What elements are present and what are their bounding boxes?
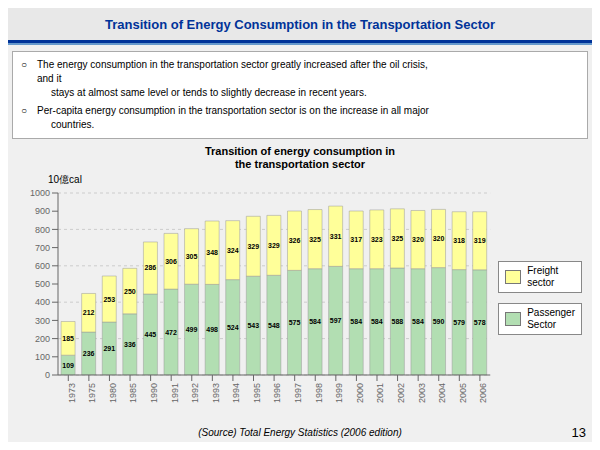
svg-text:109: 109 [62,362,74,369]
svg-text:2002: 2002 [396,383,406,403]
svg-text:543: 543 [247,322,259,329]
svg-text:2004: 2004 [437,383,447,403]
svg-text:1997: 1997 [293,383,303,403]
svg-text:579: 579 [453,319,465,326]
html-text:and it: and it [37,73,62,84]
svg-text:212: 212 [83,309,95,316]
svg-text:253: 253 [103,296,115,303]
svg-text:1992: 1992 [190,383,200,403]
svg-text:236: 236 [83,350,95,357]
svg-text:1991: 1991 [170,383,180,403]
svg-text:320: 320 [433,235,445,242]
html-text:stays at almost same level or: stays at almost same level or tends to s… [51,87,367,98]
svg-text:700: 700 [35,243,50,253]
svg-text:336: 336 [124,341,136,348]
svg-text:900: 900 [35,206,50,216]
html-text:13: 13 [571,425,586,440]
svg-text:1990: 1990 [149,383,159,403]
html-text:(Source) Total Energy Statisti: (Source) Total Energy Statistics (2006 e… [198,427,402,438]
html-text:Transition of energy consumpti: Transition of energy consumption in the … [205,145,395,170]
svg-text:548: 548 [268,322,280,329]
html-text:Freight sector: Freight sector [527,265,559,288]
svg-text:500: 500 [35,279,50,289]
svg-text:306: 306 [165,258,177,265]
svg-text:800: 800 [35,225,50,235]
svg-text:318: 318 [453,237,465,244]
svg-text:499: 499 [186,326,198,333]
svg-text:524: 524 [227,324,239,331]
svg-text:0: 0 [45,370,50,380]
svg-text:1996: 1996 [272,383,282,403]
svg-text:317: 317 [350,236,362,243]
svg-text:1998: 1998 [314,383,324,403]
svg-text:286: 286 [145,264,157,271]
svg-text:578: 578 [474,319,486,326]
html-text:Per-capita energy consumption: Per-capita energy consumption in the tra… [37,105,429,116]
svg-text:2003: 2003 [417,383,427,403]
svg-text:1993: 1993 [211,383,221,403]
svg-text:331: 331 [330,233,342,240]
svg-text:588: 588 [392,318,404,325]
svg-text:305: 305 [186,253,198,260]
svg-text:319: 319 [474,237,486,244]
svg-text:348: 348 [206,249,218,256]
svg-text:2000: 2000 [355,383,365,403]
svg-text:320: 320 [412,236,424,243]
svg-text:1980: 1980 [108,383,118,403]
svg-text:326: 326 [289,237,301,244]
html-text:10億cal: 10億cal [48,174,82,185]
svg-text:329: 329 [247,243,259,250]
html-text:Transition of Energy Consumpti: Transition of Energy Consumption in the … [105,16,495,32]
svg-text:600: 600 [35,261,50,271]
svg-text:1994: 1994 [231,383,241,403]
svg-text:400: 400 [35,297,50,307]
svg-text:1995: 1995 [252,383,262,403]
svg-text:584: 584 [412,318,424,325]
html-text:countries.: countries. [51,119,95,130]
svg-text:472: 472 [165,329,177,336]
svg-text:2005: 2005 [458,383,468,403]
html-text:The energy consumption in the: The energy consumption in the transporta… [37,59,428,70]
svg-text:445: 445 [145,331,157,338]
svg-text:300: 300 [35,316,50,326]
svg-text:325: 325 [309,236,321,243]
html-text:Passenger Sector: Passenger Sector [527,307,575,330]
svg-text:584: 584 [350,318,362,325]
svg-text:200: 200 [35,334,50,344]
svg-text:498: 498 [206,326,218,333]
svg-text:1985: 1985 [128,383,138,403]
svg-text:323: 323 [371,236,383,243]
svg-text:100: 100 [35,352,50,362]
svg-text:575: 575 [289,319,301,326]
svg-text:1975: 1975 [87,383,97,403]
svg-text:584: 584 [309,318,321,325]
svg-text:324: 324 [227,247,239,254]
svg-text:584: 584 [371,318,383,325]
svg-text:250: 250 [124,288,136,295]
svg-text:291: 291 [103,345,115,352]
svg-text:185: 185 [62,335,74,342]
svg-text:1999: 1999 [334,383,344,403]
svg-text:2001: 2001 [375,383,385,403]
svg-text:329: 329 [268,242,280,249]
svg-text:590: 590 [433,318,445,325]
svg-text:1000: 1000 [30,188,50,198]
svg-text:597: 597 [330,317,342,324]
svg-text:325: 325 [392,235,404,242]
svg-text:2006: 2006 [478,383,488,403]
svg-text:1973: 1973 [67,383,77,403]
